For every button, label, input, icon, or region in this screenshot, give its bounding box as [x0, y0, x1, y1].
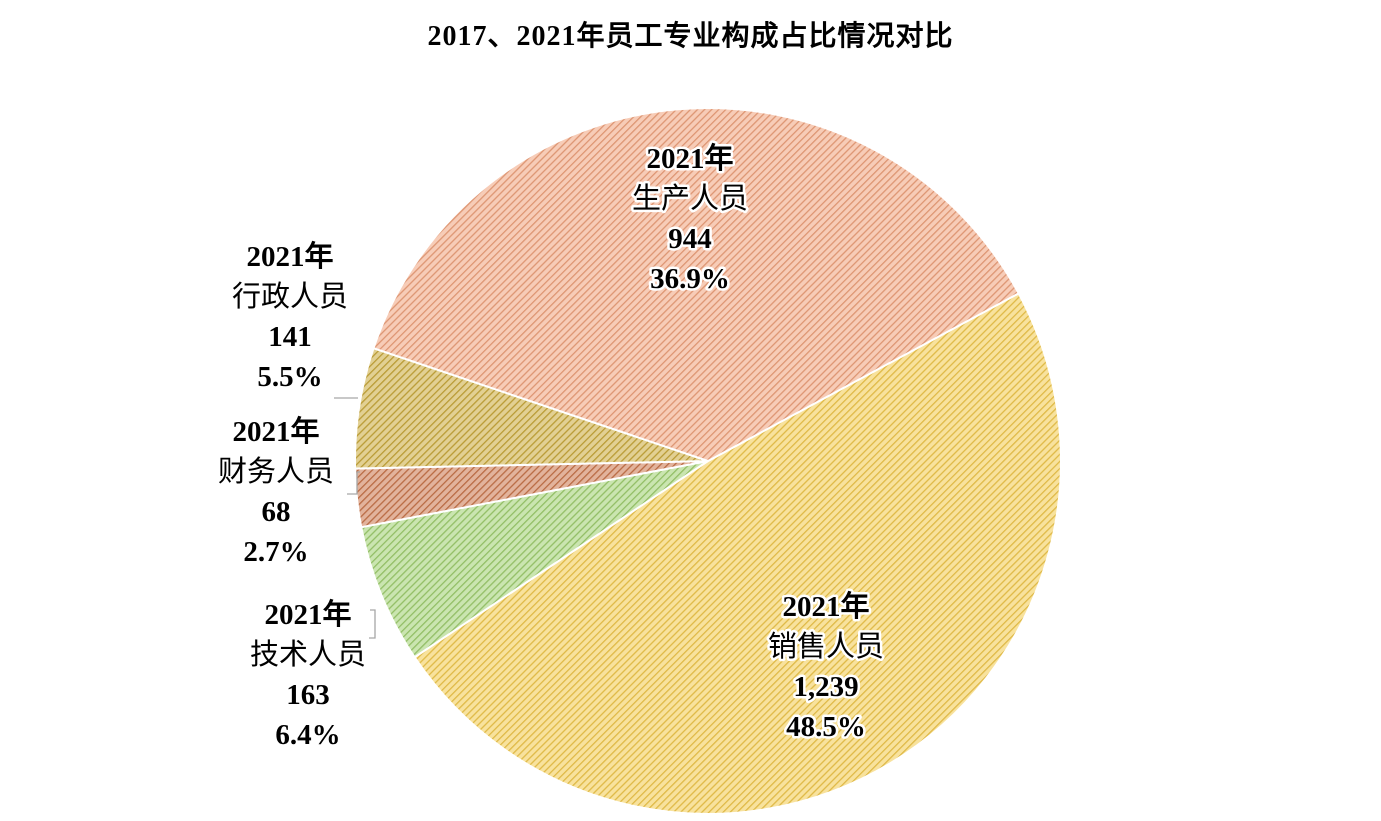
pie-slice-5	[372, 107, 1021, 463]
leader-lines	[334, 397, 376, 639]
slice-4-year-label: 2021年	[246, 239, 333, 273]
slice-2-name-label: 技术人员	[250, 638, 366, 671]
data-labels: 2021年销售人员1,23948.5%2021年技术人员1636.4%2021年…	[215, 139, 886, 754]
pie-slice-1	[413, 292, 1062, 815]
slice-1-percent-label: 48.5%	[786, 711, 866, 743]
slice-1-name-label: 销售人员	[768, 630, 884, 663]
pie-slice-2	[360, 460, 709, 659]
slice-4-percent-label: 5.5%	[257, 361, 322, 393]
slice-4-name-label: 行政人员	[232, 280, 348, 313]
slice-5-year-label: 2021年	[646, 141, 733, 175]
slice-3-year-label: 2021年	[232, 414, 319, 448]
pie-slices	[354, 107, 1062, 815]
slice-3-percent-label: 2.7%	[243, 536, 308, 568]
slice-5-value-label: 944	[668, 223, 712, 255]
slice-3-name-label: 财务人员	[218, 455, 334, 488]
slice-1-value-label: 1,239	[793, 671, 858, 703]
leader-line-2	[369, 609, 376, 639]
slice-1-year-label: 2021年	[782, 589, 869, 623]
slice-5-name-label: 生产人员	[632, 182, 748, 215]
slice-5-percent-label: 36.9%	[650, 263, 730, 295]
slice-2-value-label: 163	[286, 679, 330, 711]
slice-2-percent-label: 6.4%	[275, 719, 340, 751]
slice-2-year-label: 2021年	[264, 597, 351, 631]
chart-title: 2017、2021年员工专业构成占比情况对比	[427, 21, 954, 52]
slice-4-value-label: 141	[268, 321, 312, 353]
slice-3-value-label: 68	[262, 496, 291, 528]
leader-line-3	[347, 471, 360, 495]
